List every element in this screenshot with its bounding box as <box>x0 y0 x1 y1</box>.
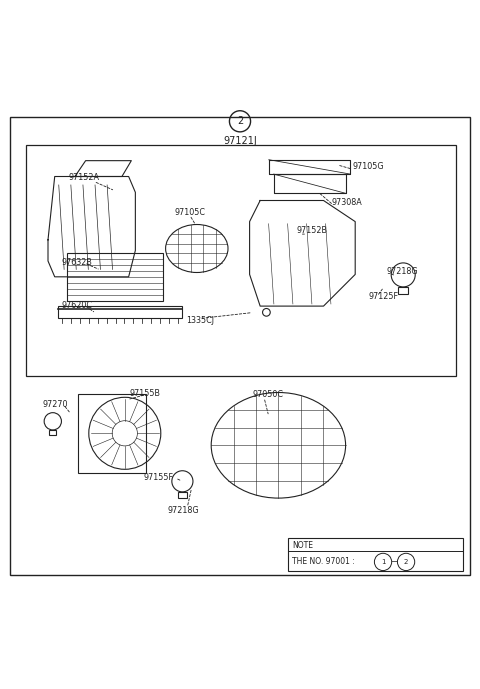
Text: 1335CJ: 1335CJ <box>186 316 214 325</box>
Text: 97105C: 97105C <box>174 208 205 217</box>
Text: NOTE: NOTE <box>292 541 313 550</box>
Text: 97125F: 97125F <box>369 292 398 301</box>
Text: 97155B: 97155B <box>130 389 161 398</box>
Bar <box>178 492 187 498</box>
Text: 97620C: 97620C <box>61 301 93 310</box>
Text: 97050C: 97050C <box>253 391 284 400</box>
Bar <box>26 145 456 376</box>
Bar <box>288 538 463 571</box>
Text: 97121J: 97121J <box>223 136 257 145</box>
Text: 97270: 97270 <box>42 400 68 409</box>
Text: THE NO. 97001 :: THE NO. 97001 : <box>292 557 357 566</box>
Text: 97152A: 97152A <box>68 174 99 183</box>
Text: −: − <box>390 557 397 566</box>
Bar <box>49 430 56 435</box>
Text: 1: 1 <box>381 559 385 565</box>
Text: 97308A: 97308A <box>331 198 362 207</box>
Bar <box>67 254 163 301</box>
Text: 2: 2 <box>237 116 243 126</box>
Bar <box>398 287 408 294</box>
Text: 97105G: 97105G <box>353 162 384 171</box>
Text: 97632B: 97632B <box>61 258 92 267</box>
Bar <box>58 306 182 318</box>
Text: 97218G: 97218G <box>386 267 418 276</box>
Text: 97152B: 97152B <box>297 226 328 235</box>
Text: 2: 2 <box>404 559 408 565</box>
Text: 97155F: 97155F <box>144 473 174 482</box>
Text: 97218G: 97218G <box>167 506 199 515</box>
